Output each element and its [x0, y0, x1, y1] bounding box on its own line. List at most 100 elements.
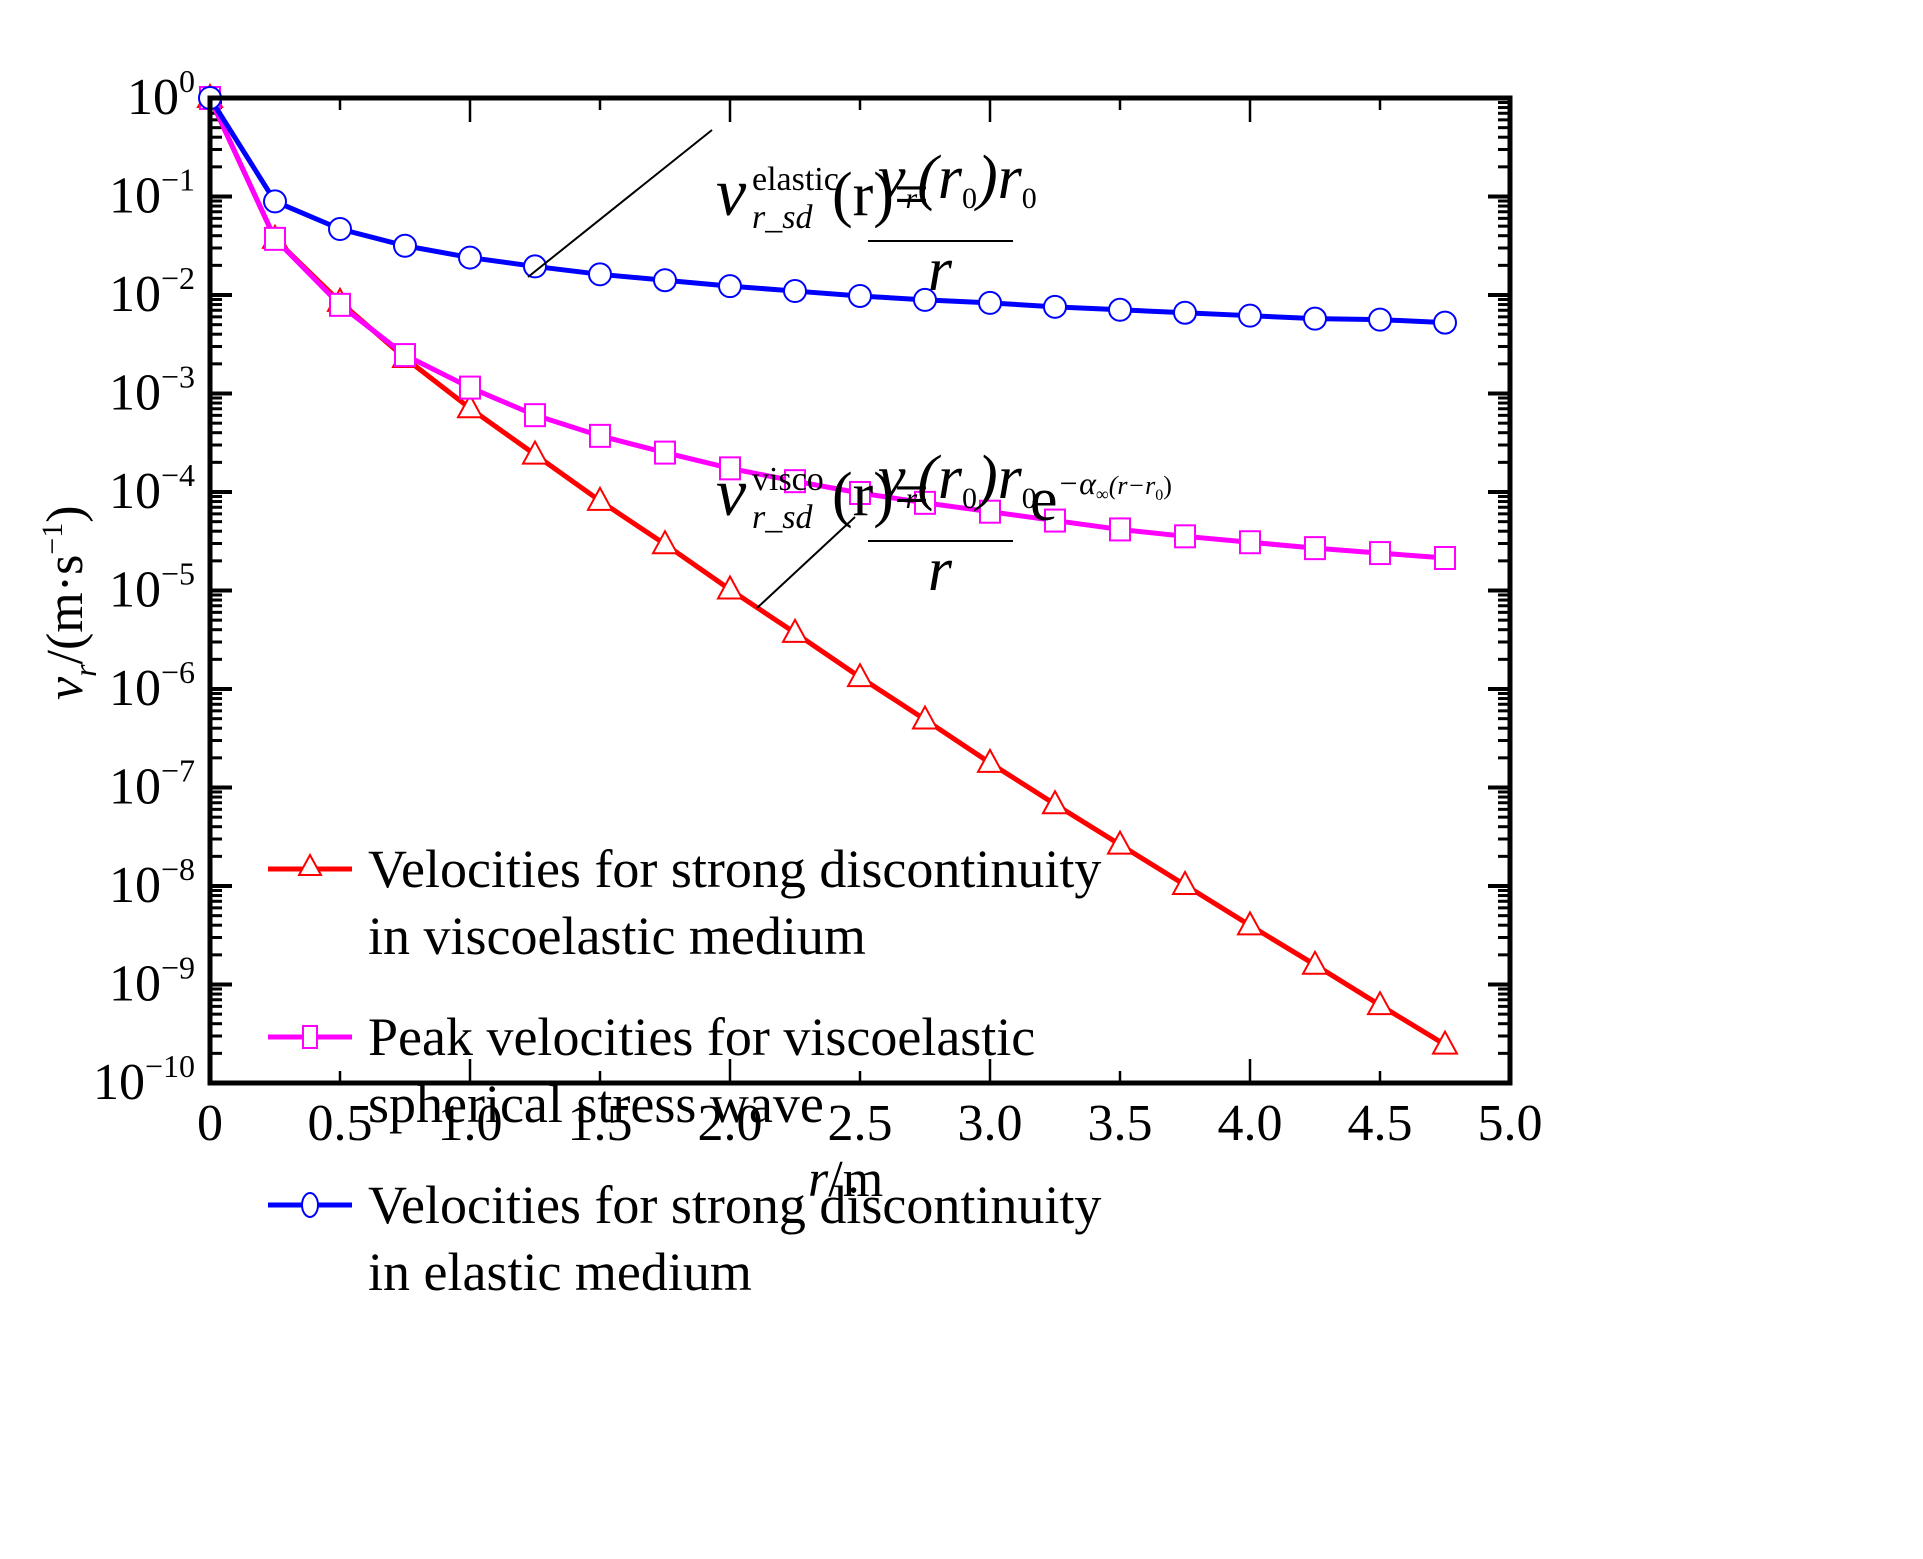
svg-text:vr(r0)r0: vr(r0)r0: [878, 144, 1037, 215]
y-tick-label: 10−4: [109, 457, 195, 520]
svg-text:e−α∞(r−r0): e−α∞(r−r0): [1030, 465, 1172, 534]
x-tick-label: 4.0: [1218, 1095, 1283, 1152]
triangle-marker: [1041, 789, 1069, 815]
circle-marker: [978, 290, 1002, 315]
svg-text:v: v: [716, 454, 747, 530]
x-tick-label: 0.5: [308, 1095, 373, 1152]
legend-item-peak-viscoelastic: Peak velocities for viscoelastic spheric…: [268, 1007, 1035, 1134]
svg-text:vr(r0)r0: vr(r0)r0: [878, 444, 1037, 515]
elastic-leader-line: [527, 129, 713, 278]
triangle-marker: [1431, 1029, 1459, 1055]
y-tick-label: 100: [127, 63, 195, 126]
circle-marker: [393, 233, 417, 258]
x-axis-title: r/m: [808, 1151, 883, 1208]
x-tick-label: 4.5: [1348, 1095, 1413, 1152]
svg-text:(r)=: (r)=: [832, 161, 929, 229]
square-marker: [784, 469, 806, 494]
circle-marker: [783, 279, 807, 304]
square-marker: [394, 343, 416, 368]
y-tick-label: 10−7: [109, 753, 195, 816]
svg-text:v: v: [716, 154, 747, 230]
square-marker: [1304, 536, 1326, 561]
triangle-marker: [456, 393, 484, 419]
svg-text:in viscoelastic medium: in viscoelastic medium: [368, 906, 866, 966]
square-marker: [1239, 530, 1261, 555]
y-tick-label: 10−3: [109, 359, 195, 422]
triangle-marker: [1366, 990, 1394, 1016]
square-marker: [329, 292, 351, 317]
x-tick-label: 1.0: [438, 1095, 503, 1152]
square-marker: [459, 375, 481, 400]
square-marker: [654, 440, 676, 465]
series-line-circle: [207, 96, 1446, 326]
y-tick-label: 10−6: [109, 654, 195, 717]
square-marker: [1109, 517, 1131, 542]
square-marker: [1434, 545, 1456, 570]
svg-text:elastic: elastic: [752, 161, 839, 198]
svg-text:spherical stress wave: spherical stress wave: [368, 1074, 824, 1134]
visco-equation-annotation: v visco r_sd (r)= vr(r0)r0 r e−α∞(r−r0): [716, 444, 1172, 609]
svg-text:vr/(m·s−1): vr/(m·s−1): [36, 505, 103, 700]
legend-item-elastic-strong: Velocities for strong discontinuity in e…: [268, 1175, 1101, 1302]
circle-marker: [263, 189, 287, 214]
x-tick-label: 1.5: [568, 1095, 633, 1152]
svg-text:r: r: [928, 236, 953, 304]
square-marker: [1174, 524, 1196, 549]
svg-text:Velocities for strong disconti: Velocities for strong discontinuity: [368, 839, 1101, 899]
square-marker: [1369, 541, 1391, 566]
plot-frame: [207, 95, 1513, 1086]
x-tick-label: 3.0: [958, 1095, 1023, 1152]
circle-marker: [913, 287, 937, 312]
square-marker: [1044, 508, 1066, 533]
svg-text:r_sd: r_sd: [752, 499, 813, 536]
elastic-equation-annotation: v elastic r_sd (r)= vr(r0)r0 r: [527, 129, 1037, 304]
circle-marker: [1368, 307, 1392, 332]
circle-marker: [458, 245, 482, 270]
circle-marker: [1238, 303, 1262, 328]
circle-marker: [718, 274, 742, 299]
square-marker: [914, 490, 936, 515]
triangle-marker: [586, 485, 614, 511]
square-marker: [849, 480, 871, 505]
legend-item-viscoelastic-strong: Velocities for strong discontinuity in v…: [268, 839, 1101, 966]
circle-marker: [588, 262, 612, 287]
y-tick-label: 10−9: [109, 950, 195, 1013]
circle-marker: [653, 268, 677, 293]
triangle-marker: [976, 747, 1004, 773]
svg-text:r: r: [928, 536, 953, 604]
square-marker: [719, 456, 741, 481]
svg-text:in elastic medium: in elastic medium: [368, 1242, 752, 1302]
circle-marker: [1303, 306, 1327, 331]
circle-marker: [1173, 300, 1197, 325]
visco-leader-line: [756, 516, 856, 609]
square-marker: [979, 499, 1001, 524]
triangle-marker: [846, 662, 874, 688]
svg-text:(r)=: (r)=: [832, 461, 929, 529]
square-marker: [264, 226, 286, 251]
triangle-marker: [1301, 949, 1329, 975]
triangle-marker: [1236, 910, 1264, 936]
svg-text:r_sd: r_sd: [752, 199, 813, 236]
y-tick-label: 10−5: [109, 556, 195, 619]
y-tick-label: 10−2: [109, 260, 195, 323]
circle-marker: [523, 254, 547, 279]
square-marker: [524, 403, 546, 428]
svg-text:Velocities for strong disconti: Velocities for strong discontinuity: [368, 1175, 1101, 1235]
triangle-marker-icon: [297, 852, 323, 876]
square-marker: [589, 423, 611, 448]
series-layer: [196, 82, 1459, 1055]
circle-marker: [328, 217, 352, 242]
y-tick-label: 10−10: [93, 1048, 195, 1111]
svg-text:Peak velocities for viscoelast: Peak velocities for viscoelastic: [368, 1007, 1035, 1067]
x-tick-labels: 0 0.5 1.0 1.5 2.0 2.5 3.0 3.5 4.0 4.5 5.0: [197, 1095, 1543, 1152]
circle-marker: [848, 283, 872, 308]
triangle-marker: [1106, 829, 1134, 855]
x-tick-label: 0: [197, 1095, 223, 1152]
circle-marker: [1433, 310, 1457, 335]
circle-marker: [1108, 297, 1132, 322]
triangle-marker: [651, 529, 679, 555]
square-marker-icon: [302, 1025, 318, 1049]
triangle-marker: [716, 574, 744, 600]
y-tick-label: 10−8: [109, 851, 195, 914]
